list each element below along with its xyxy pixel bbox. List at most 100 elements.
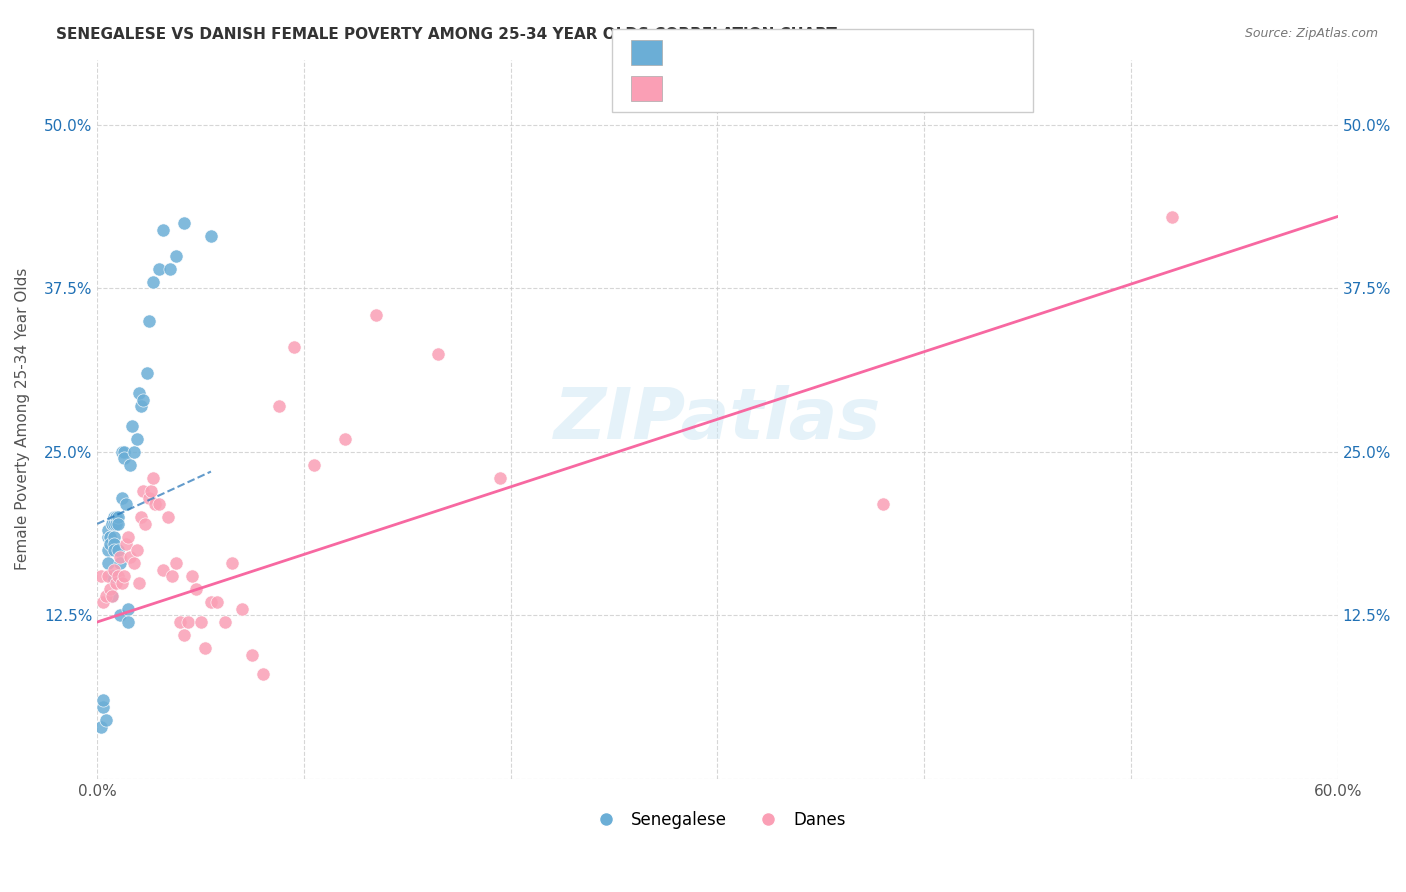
Point [98, 530, 121, 544]
Point [100, 589, 122, 603]
Point [107, 516, 129, 531]
Point [231, 602, 253, 616]
Point [240, 648, 263, 662]
Point [97, 569, 120, 583]
Point [214, 615, 236, 629]
Point [98, 582, 121, 597]
Point [94, 713, 117, 727]
Point [112, 445, 135, 459]
Point [186, 582, 208, 597]
Text: SENEGALESE VS DANISH FEMALE POVERTY AMONG 25-34 YEAR OLDS CORRELATION CHART: SENEGALESE VS DANISH FEMALE POVERTY AMON… [56, 27, 837, 42]
Point [103, 563, 125, 577]
Legend: Senegalese, Danes: Senegalese, Danes [582, 804, 852, 835]
Point [90, 569, 112, 583]
Point [125, 543, 148, 558]
Point [111, 575, 134, 590]
Point [283, 340, 305, 354]
Point [107, 569, 129, 583]
Point [108, 556, 131, 570]
Point [129, 399, 152, 413]
Point [117, 530, 139, 544]
Point [177, 615, 200, 629]
Point [117, 615, 139, 629]
Point [100, 569, 122, 583]
Point [97, 530, 120, 544]
Point [872, 497, 894, 511]
Point [489, 471, 512, 485]
Point [252, 667, 274, 681]
Point [152, 222, 174, 236]
Point [98, 536, 121, 550]
Point [103, 530, 125, 544]
Point [165, 249, 187, 263]
Point [120, 458, 142, 472]
Point [103, 536, 125, 550]
Point [94, 589, 117, 603]
Point [115, 497, 138, 511]
Point [104, 510, 127, 524]
Point [120, 549, 142, 564]
Point [269, 399, 291, 413]
Point [124, 445, 146, 459]
Point [100, 516, 122, 531]
Point [165, 556, 187, 570]
Point [156, 510, 179, 524]
Point [148, 497, 170, 511]
Point [159, 261, 181, 276]
Point [194, 641, 217, 656]
Point [138, 314, 160, 328]
Point [108, 549, 131, 564]
Point [173, 628, 195, 642]
Text: N = 51: N = 51 [886, 44, 948, 62]
Point [128, 575, 150, 590]
Point [104, 575, 127, 590]
Point [112, 451, 135, 466]
Point [190, 615, 212, 629]
Point [138, 491, 160, 505]
Point [128, 386, 150, 401]
Point [139, 484, 162, 499]
Point [200, 595, 222, 609]
Point [169, 615, 191, 629]
Point [100, 516, 122, 531]
Point [107, 510, 129, 524]
Point [97, 543, 120, 558]
Point [427, 347, 450, 361]
Point [121, 418, 143, 433]
Point [152, 563, 174, 577]
Point [173, 216, 195, 230]
Point [129, 510, 152, 524]
Point [103, 510, 125, 524]
Point [97, 556, 120, 570]
Point [93, 693, 115, 707]
Point [132, 392, 155, 407]
Point [90, 720, 112, 734]
Point [205, 595, 228, 609]
Point [181, 569, 204, 583]
Point [117, 602, 139, 616]
Point [111, 445, 134, 459]
Point [97, 524, 120, 538]
Point [1161, 210, 1184, 224]
Point [112, 569, 135, 583]
Point [100, 589, 122, 603]
Point [221, 556, 243, 570]
Point [143, 497, 166, 511]
Point [103, 543, 125, 558]
Point [160, 569, 183, 583]
Point [304, 458, 326, 472]
Point [108, 608, 131, 623]
Point [98, 530, 121, 544]
Point [335, 432, 357, 446]
Point [93, 700, 115, 714]
Point [142, 471, 165, 485]
Y-axis label: Female Poverty Among 25-34 Year Olds: Female Poverty Among 25-34 Year Olds [15, 268, 30, 571]
Text: R =  0.154: R = 0.154 [673, 44, 762, 62]
Text: Source: ZipAtlas.com: Source: ZipAtlas.com [1244, 27, 1378, 40]
Point [134, 516, 156, 531]
Point [104, 510, 127, 524]
Point [107, 543, 129, 558]
Point [125, 432, 148, 446]
Point [104, 516, 127, 531]
Text: ZIPatlas: ZIPatlas [554, 384, 882, 454]
